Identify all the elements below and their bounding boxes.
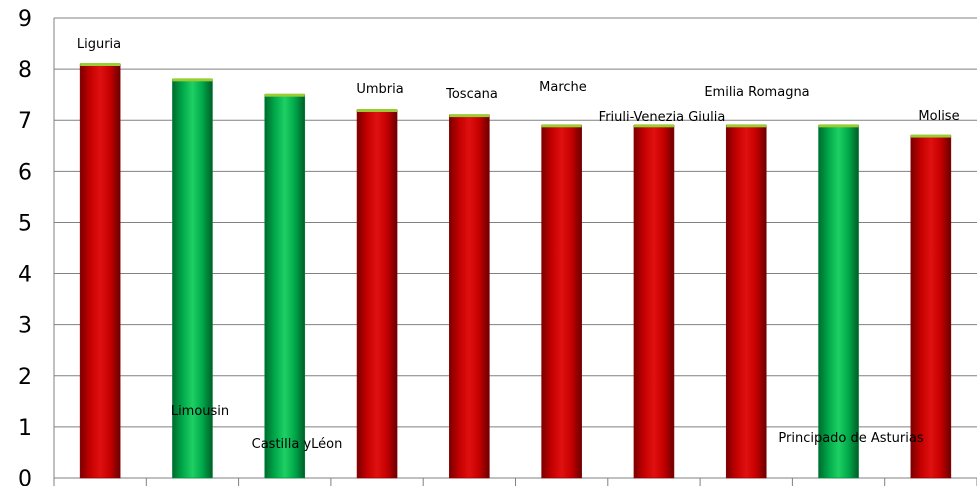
y-tick-label: 8 (18, 58, 32, 83)
bar-cap (357, 109, 398, 112)
bar-limousin (172, 79, 213, 479)
bar-cap (818, 124, 859, 128)
bar-cap (541, 124, 582, 128)
y-tick-label: 6 (18, 160, 32, 185)
bar-liguria (79, 63, 121, 479)
data-label: Toscana (445, 87, 498, 102)
bar-cap (910, 134, 951, 138)
y-tick-label: 1 (18, 416, 32, 441)
y-axis-ticks: 0 1 2 3 4 5 6 7 8 9 (18, 7, 32, 486)
data-label: Friuli-Venezia Giulia (599, 110, 726, 125)
bar-umbria (356, 109, 398, 479)
data-label: Limousin (171, 404, 229, 419)
data-labels: Liguria Limousin Castilla yLéon Umbria Tosca… (77, 37, 960, 452)
bar-cap (449, 114, 490, 118)
bar-toscana (449, 114, 490, 479)
bars (79, 63, 952, 479)
y-tick-label: 5 (18, 211, 32, 236)
bar-cap (726, 124, 767, 128)
bar-cap (633, 124, 674, 128)
data-label: Emilia Romagna (704, 85, 809, 100)
y-tick-label: 9 (18, 7, 32, 32)
bar-cap (172, 78, 213, 82)
y-tick-label: 4 (18, 263, 32, 288)
data-label: Castilla yLéon (252, 437, 343, 452)
bar-cap (264, 93, 305, 97)
data-label: Umbria (356, 82, 403, 97)
y-tick-label: 0 (18, 467, 32, 486)
y-tick-label: 2 (18, 365, 32, 390)
bar-principado-de-asturias (818, 125, 859, 479)
bar-emilia-romagna (725, 125, 767, 479)
bar-friuli-venezia-giulia (633, 125, 675, 479)
data-label: Marche (539, 80, 587, 95)
bar-molise (910, 135, 952, 479)
data-label: Principado de Asturias (778, 431, 923, 446)
bar-cap (80, 63, 121, 66)
y-tick-label: 7 (18, 109, 32, 134)
bar-marche (541, 125, 582, 479)
y-tick-label: 3 (18, 314, 32, 339)
data-label: Liguria (77, 37, 121, 52)
bar-castilla-yl-on (264, 94, 306, 479)
data-label: Molise (918, 109, 959, 124)
